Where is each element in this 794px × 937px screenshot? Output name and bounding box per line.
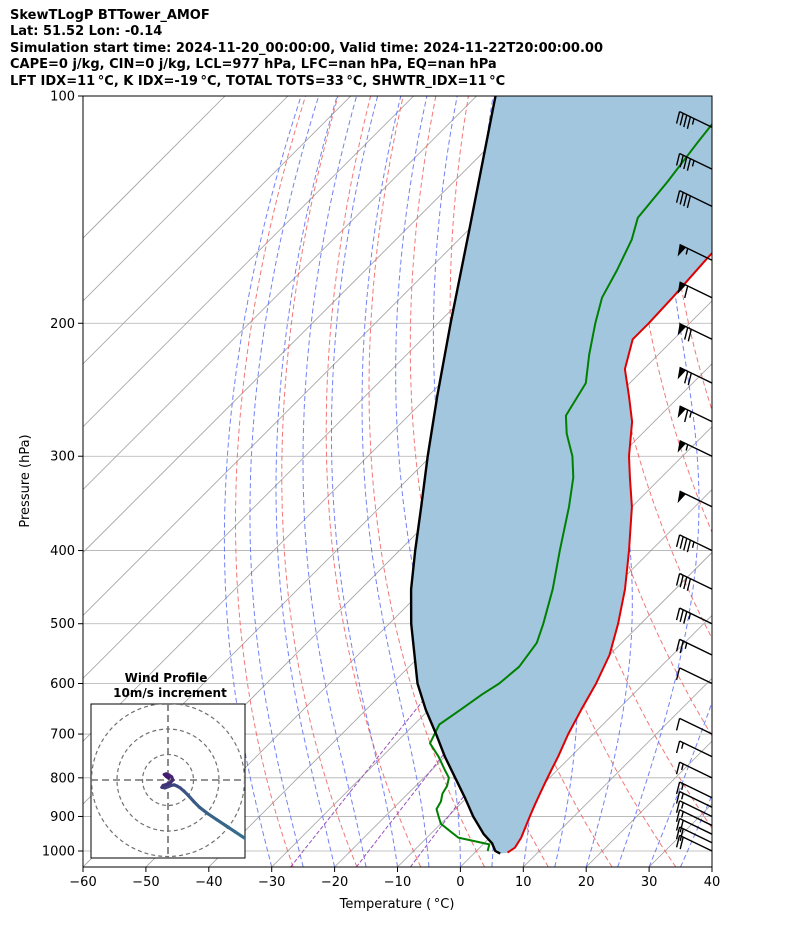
x-tick-label: 30	[641, 875, 658, 890]
x-tick-label: −40	[195, 875, 222, 890]
profile-lines	[409, 96, 712, 855]
dry-adiabat	[729, 96, 794, 867]
y-tick-label: 700	[50, 728, 75, 743]
dry-adiabat	[368, 96, 485, 867]
isotherm	[523, 677, 712, 867]
chart-title: SkewTLogP BTTower_AMOF	[10, 8, 210, 23]
isotherm	[83, 96, 414, 428]
moist-adiabat	[617, 96, 700, 867]
isotherm	[271, 426, 712, 867]
moist-adiabat	[302, 96, 367, 867]
wind-barb	[675, 638, 713, 656]
location-line: Lat: 51.52 Lon: -0.14	[10, 24, 163, 40]
wind-barb	[677, 490, 713, 508]
hodograph-title: Wind Profile	[125, 671, 208, 685]
isotherm	[83, 96, 540, 554]
x-tick-label: −20	[321, 875, 348, 890]
wind-barb	[677, 405, 713, 423]
wind-barb	[675, 190, 713, 209]
hodograph-trace-segment	[233, 830, 245, 840]
y-axis-label: Pressure (hPa)	[18, 434, 33, 527]
wind-barb	[675, 826, 713, 844]
wind-barb	[675, 667, 713, 685]
wind-barb	[675, 607, 713, 625]
hodograph-inset: Wind Profile 10m/s increment	[90, 671, 246, 859]
wind-barb	[675, 572, 713, 591]
dry-adiabat	[663, 96, 712, 412]
x-axis-label: Temperature ( °C)	[339, 897, 455, 912]
isotherm	[83, 96, 289, 302]
y-tick-label: 100	[50, 90, 75, 105]
wind-barb	[675, 110, 713, 129]
dry-adiabat	[281, 96, 358, 867]
wind-barb	[677, 366, 713, 386]
wind-barb	[675, 717, 713, 735]
y-tick-label: 200	[50, 317, 75, 332]
cape-fill	[411, 96, 712, 854]
wind-barb	[677, 243, 713, 261]
x-tick-label: −30	[258, 875, 285, 890]
chart-header: SkewTLogP BTTower_AMOF Lat: 51.52 Lon: -…	[10, 8, 603, 90]
y-tick-label: 900	[50, 810, 75, 825]
wind-barb	[675, 800, 713, 818]
moist-adiabat	[395, 96, 461, 867]
hodograph-subtitle: 10m/s increment	[113, 686, 227, 700]
y-tick-label: 800	[50, 771, 75, 786]
y-tick-label: 300	[50, 450, 75, 465]
moist-adiabat	[711, 865, 712, 867]
hodograph-trace-segment	[198, 805, 210, 816]
wind-barb	[675, 817, 713, 835]
x-tick-label: 10	[515, 875, 532, 890]
temperature-line	[506, 251, 712, 854]
isotherm	[83, 96, 477, 491]
axes: −60 −50 −40 −30 −20 −10 0 10 20 30 40 100 200 300 400 5…	[42, 90, 720, 891]
x-tick-label: −60	[69, 875, 96, 890]
dewpoint-line	[429, 122, 712, 852]
cape-area	[411, 96, 712, 854]
wind-barb	[675, 761, 713, 779]
wind-barb	[677, 322, 713, 342]
isotherm	[460, 614, 712, 867]
dry-adiabat	[235, 96, 306, 867]
wind-barb	[675, 781, 713, 799]
indices-line-2: LFT IDX=11 °C, K IDX=-19 °C, TOTAL TOTS=…	[10, 73, 506, 89]
moist-adiabat	[648, 700, 712, 867]
isotherm	[83, 96, 352, 365]
mixing-ratio-line	[290, 683, 438, 867]
isotherm	[83, 96, 226, 239]
wind-barb	[677, 281, 713, 299]
hodograph-trace-segment	[224, 824, 237, 834]
wind-barb	[675, 534, 713, 553]
wind-barb	[675, 740, 713, 758]
moist-adiabat	[223, 96, 302, 867]
moist-adiabat	[275, 96, 338, 867]
parcel-line	[409, 96, 501, 855]
wind-barb	[675, 809, 713, 827]
moist-adiabat	[249, 96, 320, 867]
hodograph-trace-segment	[215, 818, 228, 828]
y-tick-label: 1000	[42, 845, 75, 860]
y-tick-label: 600	[50, 677, 75, 692]
wind-barb	[675, 152, 713, 171]
hodograph-trace-segment	[206, 811, 219, 822]
indices-line-1: CAPE=0 j/kg, CIN=0 j/kg, LCL=977 hPa, LF…	[10, 57, 497, 73]
y-tick-label: 500	[50, 617, 75, 632]
dry-adiabat	[762, 96, 794, 867]
isotherm	[711, 866, 712, 867]
y-tick-label: 400	[50, 544, 75, 559]
wind-barb	[677, 439, 713, 457]
wind-barb	[675, 790, 713, 808]
x-tick-label: −10	[384, 875, 411, 890]
time-line: Simulation start time: 2024-11-20_00:00:…	[10, 40, 603, 56]
wind-barb	[675, 834, 713, 852]
hodograph-trace-segment	[164, 774, 171, 780]
moist-adiabat	[361, 96, 430, 867]
wind-barbs	[675, 110, 713, 852]
x-tick-label: 20	[578, 875, 595, 890]
x-tick-label: −50	[132, 875, 159, 890]
x-tick-label: 40	[704, 875, 721, 890]
x-tick-label: 0	[456, 875, 464, 890]
moist-adiabat	[331, 96, 398, 867]
